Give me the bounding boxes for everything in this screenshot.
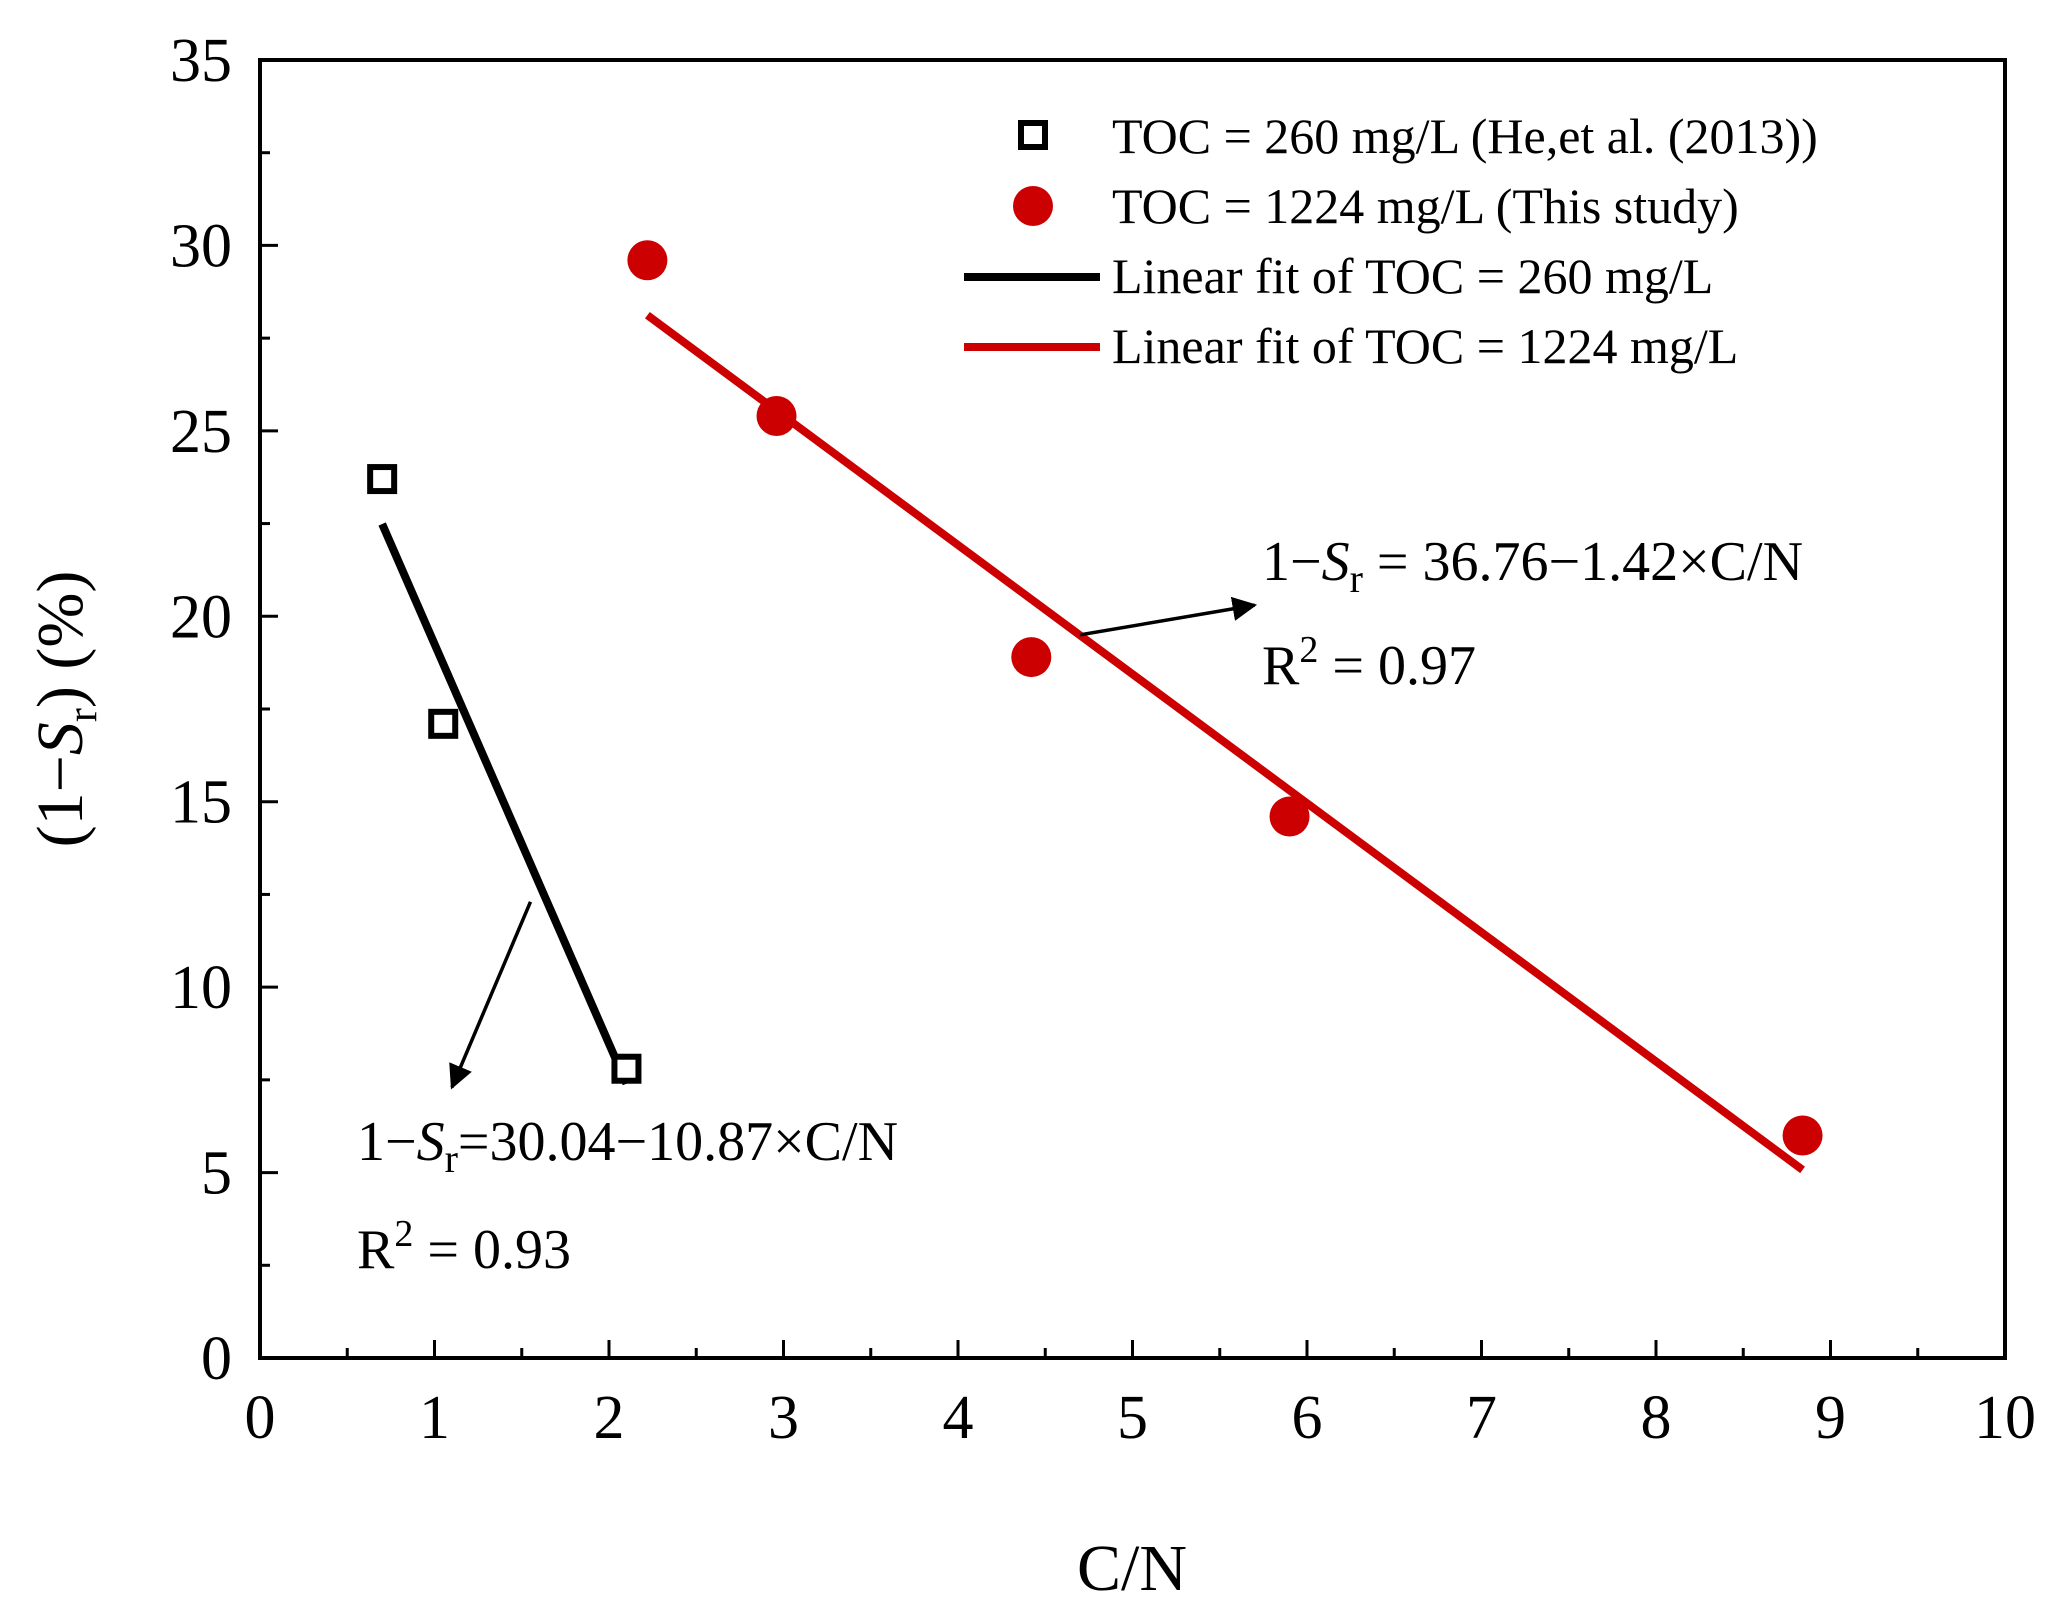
legend-label-series-260: TOC = 260 mg/L (He,et al. (2013)) — [1112, 108, 1818, 164]
fit-annotation-260: 1−Sr=30.04−10.87×C/N R2 = 0.93 — [357, 1111, 898, 1281]
y-axis-title-close: ) (%) — [24, 571, 97, 708]
legend: TOC = 260 mg/L (He,et al. (2013)) TOC = … — [964, 108, 1818, 374]
y-tick-label: 10 — [170, 954, 232, 1022]
x-axis-title: C/N — [1077, 1532, 1187, 1605]
y-tick-label: 30 — [170, 212, 232, 280]
y-axis-title-subscript: r — [60, 708, 106, 722]
x-tick-label: 8 — [1641, 1384, 1672, 1452]
x-tick-label: 10 — [1974, 1384, 2036, 1452]
fit-annotation-1224: 1−Sr = 36.76−1.42×C/N R2 = 0.97 — [1262, 531, 1803, 697]
x-tick-label: 7 — [1466, 1384, 1497, 1452]
point-series-0-2 — [611, 1053, 642, 1084]
y-axis-title-open: (1− — [24, 755, 97, 847]
y-tick-label: 20 — [170, 583, 232, 651]
tick-labels: 0 1 2 3 4 5 6 7 8 9 10 0 5 10 15 20 25 30 35 — [170, 27, 2036, 1452]
x-tick-label: 1 — [419, 1384, 450, 1452]
legend-item-series-260: TOC = 260 mg/L (He,et al. (2013)) — [1018, 108, 1818, 164]
point-series-1-4 — [1782, 1115, 1823, 1156]
annotation-arrows — [449, 596, 1258, 1090]
y-axis-title-symbol: S — [24, 722, 97, 755]
x-tick-label: 2 — [594, 1384, 625, 1452]
legend-label-fit-260: Linear fit of TOC = 260 mg/L — [1112, 248, 1713, 304]
legend-marker-open-square — [1018, 120, 1048, 150]
y-tick-label: 15 — [170, 769, 232, 837]
x-tick-label: 4 — [943, 1384, 974, 1452]
y-tick-label: 35 — [170, 27, 232, 95]
point-series-1-2 — [1011, 637, 1052, 678]
r2-260: R2 = 0.93 — [357, 1213, 571, 1281]
point-series-1-1 — [756, 396, 797, 437]
y-tick-label: 0 — [201, 1325, 232, 1393]
point-series-1-3 — [1269, 796, 1310, 837]
y-tick-label: 25 — [170, 398, 232, 466]
legend-item-series-1224: TOC = 1224 mg/L (This study) — [1013, 178, 1739, 234]
x-tick-label: 6 — [1292, 1384, 1323, 1452]
equation-260: 1−Sr=30.04−10.87×C/N — [357, 1111, 898, 1181]
data-points — [367, 240, 1823, 1156]
point-series-1-0 — [627, 240, 668, 281]
legend-item-fit-260: Linear fit of TOC = 260 mg/L — [964, 248, 1713, 304]
fit-line-1 — [645, 311, 1805, 1174]
equation-1224: 1−Sr = 36.76−1.42×C/N — [1262, 531, 1803, 601]
x-tick-label: 9 — [1815, 1384, 1846, 1452]
axis-ticks — [258, 58, 2007, 1360]
legend-marker-filled-circle — [1013, 186, 1053, 226]
fit-line-0 — [378, 522, 631, 1086]
x-tick-label: 0 — [245, 1384, 276, 1452]
x-tick-label: 3 — [768, 1384, 799, 1452]
legend-item-fit-1224: Linear fit of TOC = 1224 mg/L — [964, 318, 1738, 374]
annotation-arrow-1 — [1079, 596, 1258, 637]
point-series-0-1 — [428, 708, 459, 739]
x-tick-label: 5 — [1117, 1384, 1148, 1452]
y-axis-title: (1−Sr) (%) — [24, 571, 106, 848]
r2-1224: R2 = 0.97 — [1262, 629, 1476, 697]
legend-label-series-1224: TOC = 1224 mg/L (This study) — [1112, 178, 1739, 234]
annotation-arrow-0 — [449, 901, 533, 1090]
point-series-0-0 — [367, 464, 398, 495]
y-tick-label: 5 — [201, 1140, 232, 1208]
fit-lines — [378, 311, 1805, 1174]
legend-label-fit-1224: Linear fit of TOC = 1224 mg/L — [1112, 318, 1738, 374]
